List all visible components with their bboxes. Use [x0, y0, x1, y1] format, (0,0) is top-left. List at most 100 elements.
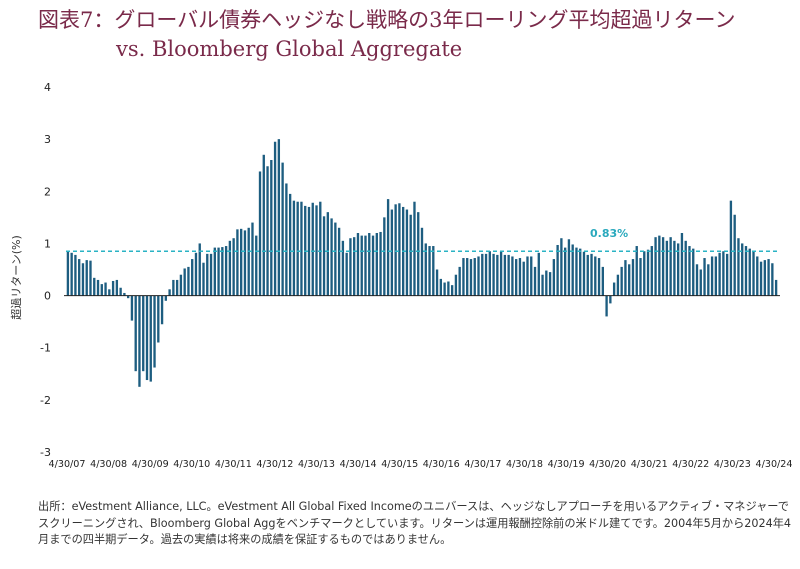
bar [307, 206, 311, 296]
x-tick-label: 4/30/22 [672, 459, 709, 470]
bar [763, 260, 766, 296]
bar [658, 235, 661, 296]
bar [364, 235, 367, 296]
bar [503, 254, 507, 296]
bar [692, 248, 695, 296]
bar [96, 279, 100, 296]
x-tick-label: 4/30/17 [464, 459, 501, 470]
bar [439, 278, 443, 296]
bar [368, 233, 371, 296]
bar [145, 295, 149, 381]
bar [334, 222, 337, 296]
bar [454, 274, 458, 296]
bar [725, 253, 729, 296]
bar [458, 266, 461, 296]
bar [699, 269, 702, 296]
bar [575, 247, 578, 296]
bar [484, 253, 488, 296]
bar [428, 246, 431, 296]
x-tick-label: 4/30/23 [714, 459, 751, 470]
bar [240, 228, 243, 296]
bar [579, 248, 582, 296]
bar [759, 261, 763, 296]
x-tick-label: 4/30/08 [90, 459, 127, 470]
bar [258, 171, 262, 296]
bar [541, 274, 544, 296]
bar [398, 203, 401, 296]
bar [111, 280, 115, 296]
bar [311, 202, 314, 296]
bar [277, 139, 281, 296]
bar [515, 259, 518, 296]
x-tick-label: 4/30/14 [340, 459, 377, 470]
y-axis-ticks: 4 3 2 1 0 -1 -2 -3 [40, 81, 51, 459]
bar [375, 233, 378, 296]
bar [624, 260, 627, 296]
source-note: 出所：eVestment Alliance, LLC。eVestment All… [38, 500, 792, 546]
bar [326, 212, 329, 296]
bar [771, 263, 774, 296]
bar [262, 154, 265, 296]
bar [81, 263, 85, 296]
bar [567, 239, 571, 296]
bar [646, 249, 650, 296]
bar [710, 256, 714, 296]
bar [680, 233, 684, 296]
x-tick-label: 4/30/12 [256, 459, 293, 470]
y-tick-label: -3 [40, 446, 51, 459]
bar [424, 243, 427, 296]
mean-line-label: 0.83% [590, 227, 628, 240]
bar [639, 258, 642, 296]
bar-series [66, 139, 778, 387]
bar [714, 256, 718, 296]
bar [609, 295, 612, 304]
bar [134, 295, 137, 372]
bar [322, 216, 326, 296]
x-tick-label: 4/30/07 [49, 459, 86, 470]
y-tick-label: 1 [44, 237, 51, 250]
bar [349, 238, 352, 296]
bar [677, 243, 680, 296]
bar [417, 212, 420, 296]
bar [198, 243, 201, 296]
bar [654, 237, 657, 296]
bar [236, 229, 239, 296]
bar [616, 274, 620, 296]
bar [466, 258, 469, 296]
bar [142, 295, 145, 372]
bar [432, 246, 435, 296]
bar [194, 252, 198, 296]
x-tick-label: 4/30/20 [589, 459, 626, 470]
bar [409, 214, 412, 296]
bar [70, 252, 73, 296]
bar [548, 272, 552, 296]
bar [612, 282, 616, 296]
bar [390, 209, 394, 296]
bar [522, 261, 525, 296]
bar [507, 254, 510, 296]
bar [337, 227, 341, 296]
bar [597, 258, 601, 296]
bar [473, 258, 476, 296]
bar [243, 230, 247, 296]
bar [661, 237, 665, 296]
bar [179, 274, 183, 296]
bar [371, 235, 375, 296]
x-tick-label: 4/30/15 [381, 459, 418, 470]
bar [774, 279, 778, 296]
y-tick-label: -1 [40, 342, 51, 355]
bar [552, 259, 556, 296]
bar [217, 247, 220, 296]
bar [115, 279, 119, 296]
bar [420, 227, 424, 296]
bar [718, 252, 721, 296]
bar [643, 251, 646, 296]
bar [285, 183, 288, 296]
x-tick-label: 4/30/10 [173, 459, 210, 470]
bar [123, 292, 126, 296]
x-axis-ticks: 4/30/07 4/30/08 4/30/09 4/30/10 4/30/11 4/30/… [49, 459, 793, 470]
bar [756, 256, 759, 296]
bar [108, 289, 111, 296]
bar [767, 259, 770, 296]
